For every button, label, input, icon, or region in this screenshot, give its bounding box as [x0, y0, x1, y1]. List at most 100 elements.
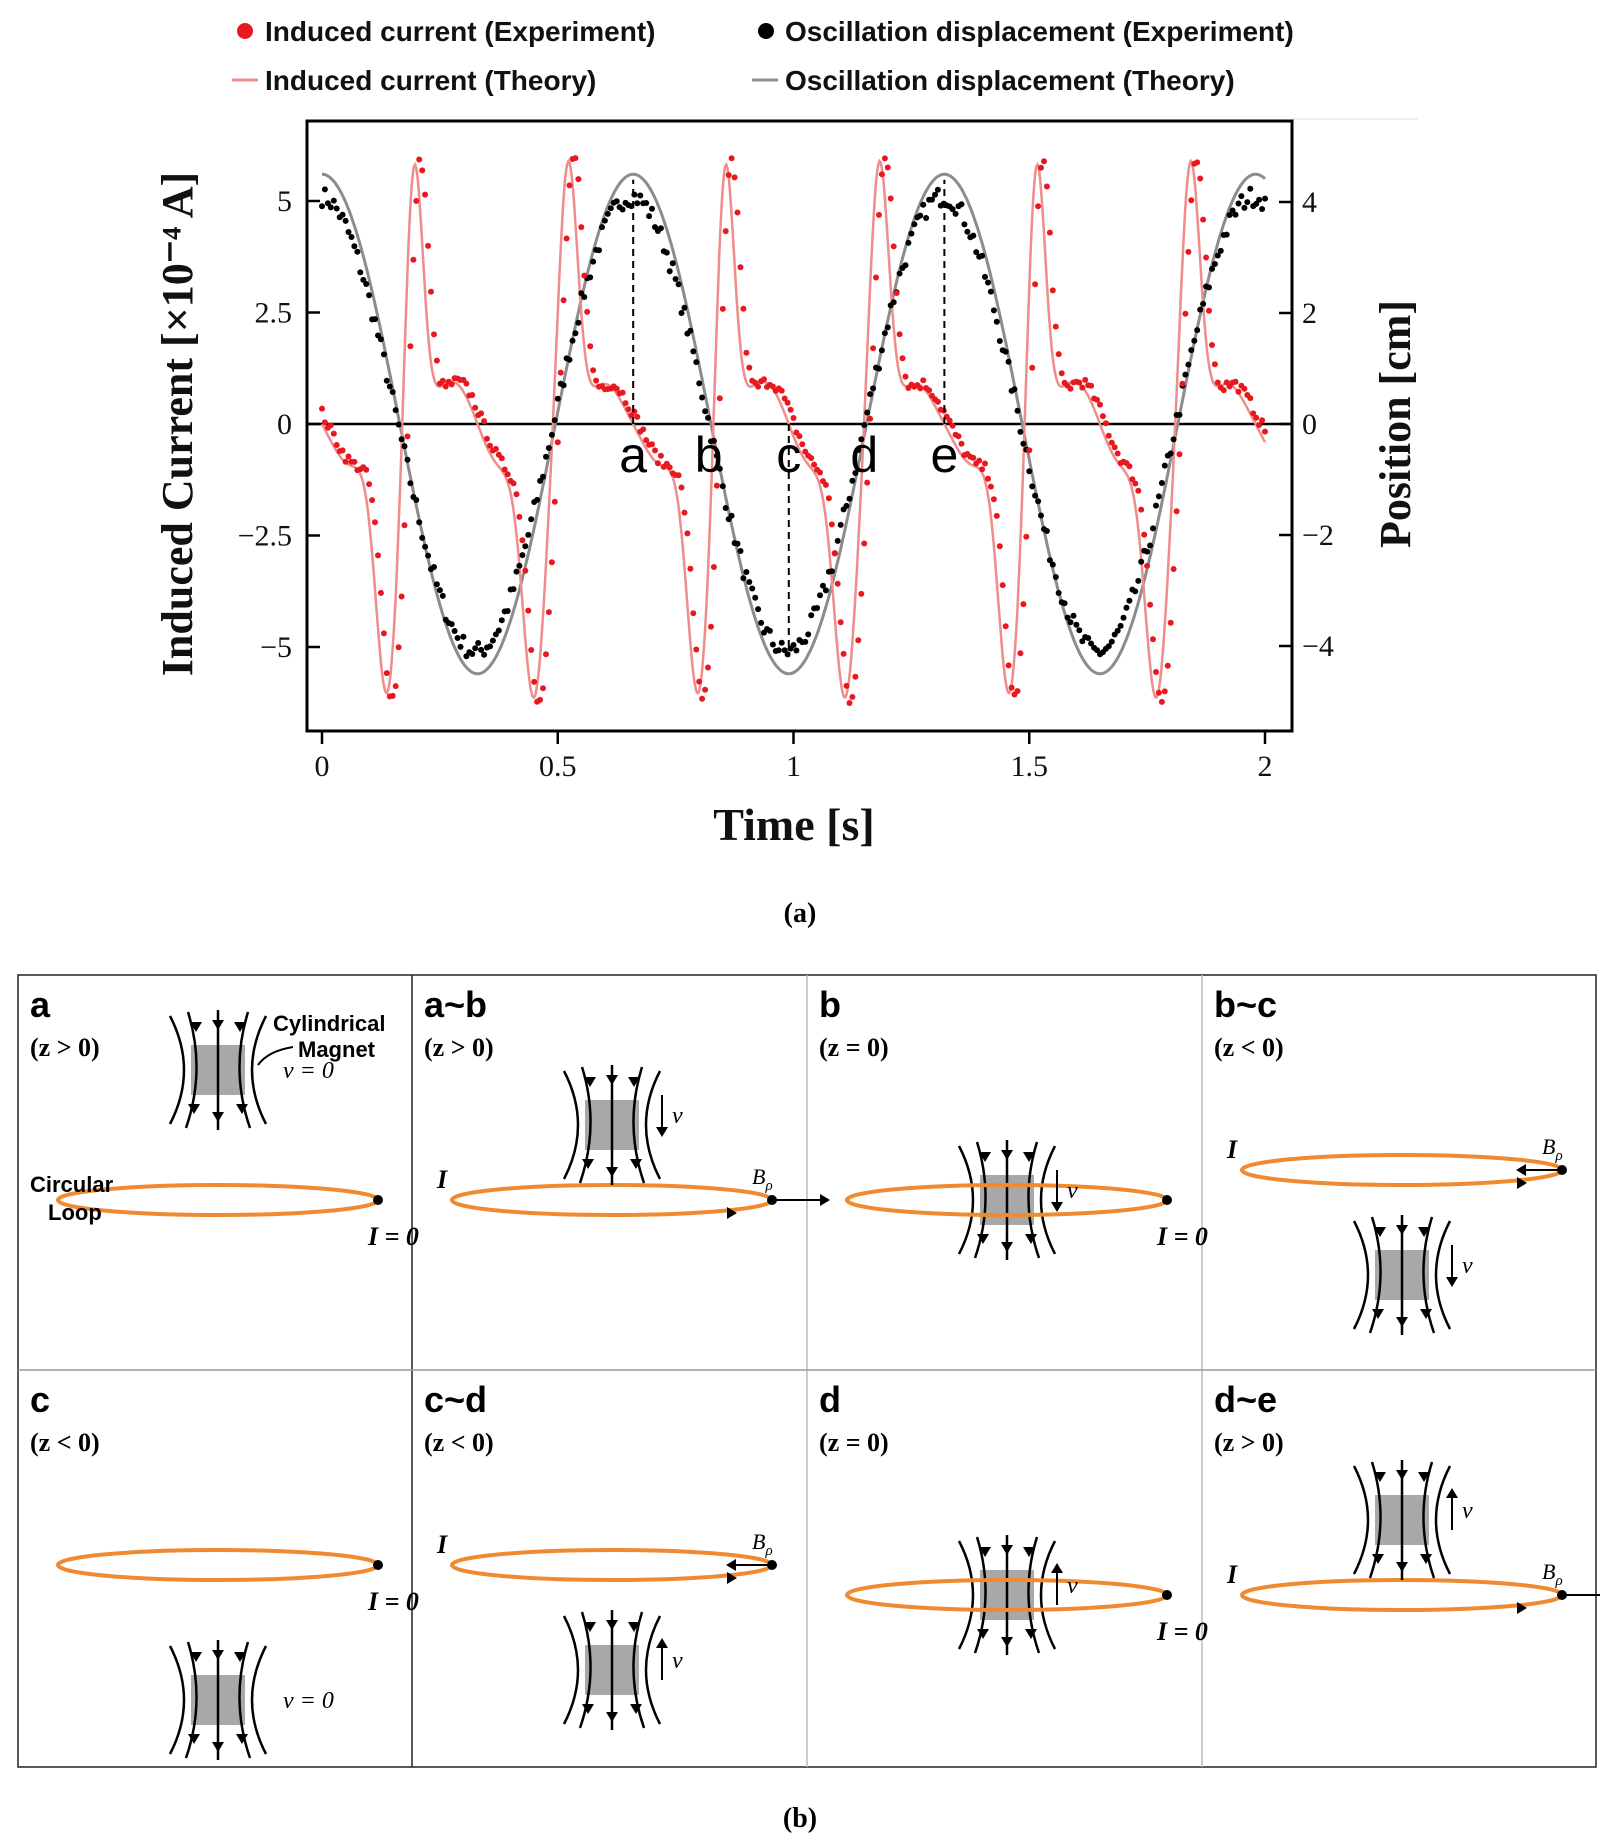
point-current-exp	[1203, 254, 1210, 261]
field-line	[1434, 1465, 1452, 1575]
point-displacement-exp	[1209, 265, 1215, 272]
point-current-exp	[678, 484, 685, 491]
point-displacement-exp	[834, 537, 841, 544]
panel-a-b: a~b (z > 0) v I Bρ	[424, 984, 830, 1219]
point-displacement-exp	[1094, 647, 1100, 654]
point-current-exp	[383, 670, 390, 677]
point-current-exp	[1076, 379, 1083, 386]
point-displacement-exp	[613, 198, 620, 205]
current-label: I	[436, 1530, 448, 1559]
point-displacement-exp	[1214, 252, 1221, 259]
point-current-exp	[572, 155, 579, 162]
point-displacement-exp	[1117, 622, 1124, 629]
point-current-exp	[1043, 183, 1050, 190]
point-current-exp	[920, 377, 927, 384]
point-current-exp	[1055, 351, 1062, 358]
field-arrow	[236, 1104, 248, 1114]
loop-point	[373, 1195, 383, 1205]
point-displacement-exp	[534, 496, 541, 503]
current-label: I = 0	[1156, 1222, 1208, 1251]
point-current-exp	[581, 272, 588, 279]
point-current-exp	[369, 497, 376, 504]
point-current-exp	[498, 455, 505, 462]
field-arrow	[1025, 1629, 1037, 1639]
point-current-exp	[1232, 378, 1239, 385]
point-current-exp	[1029, 364, 1036, 371]
point-displacement-exp	[1038, 512, 1044, 519]
point-displacement-exp	[878, 347, 885, 354]
point-current-exp	[985, 475, 991, 482]
point-displacement-exp	[867, 391, 874, 398]
marker-label-c: c	[776, 427, 801, 483]
point-current-exp	[946, 417, 953, 424]
point-displacement-exp	[422, 543, 429, 550]
point-displacement-exp	[363, 281, 370, 287]
point-displacement-exp	[734, 540, 741, 547]
loop-label: Loop	[48, 1200, 102, 1225]
point-displacement-exp	[766, 627, 773, 634]
point-current-exp	[481, 418, 488, 425]
point-current-exp	[1247, 395, 1254, 402]
point-displacement-exp	[737, 548, 744, 554]
velocity-arrowhead	[1446, 1488, 1458, 1498]
field-arrow	[582, 1704, 594, 1714]
field-arrow	[1001, 1637, 1013, 1647]
point-current-exp	[1079, 384, 1086, 391]
field-line	[957, 1540, 975, 1650]
point-current-exp	[377, 589, 384, 596]
point-displacement-exp	[743, 569, 750, 575]
point-current-exp	[1041, 158, 1047, 165]
point-displacement-exp	[516, 562, 523, 569]
point-displacement-exp	[1235, 200, 1242, 207]
radial-field-arrowhead	[820, 1194, 830, 1206]
field-line	[1027, 1141, 1041, 1259]
y-right-tick-label: 2	[1302, 297, 1317, 330]
point-current-exp	[372, 519, 378, 526]
point-current-exp	[784, 399, 791, 406]
point-displacement-exp	[431, 564, 437, 570]
point-displacement-exp	[487, 643, 493, 650]
point-current-exp	[1132, 480, 1139, 487]
field-arrow	[1001, 1242, 1013, 1252]
point-displacement-exp	[817, 592, 823, 599]
point-current-exp	[687, 565, 694, 572]
cylindrical-magnet	[1352, 1460, 1452, 1580]
point-displacement-exp	[1061, 600, 1068, 607]
point-current-exp	[955, 433, 962, 440]
panel-title: c	[30, 1379, 50, 1420]
field-line	[168, 1645, 186, 1755]
point-displacement-exp	[949, 206, 956, 213]
point-displacement-exp	[993, 318, 1000, 325]
point-displacement-exp	[669, 260, 676, 267]
point-current-exp	[881, 155, 888, 162]
point-current-exp	[1182, 310, 1189, 317]
field-arrow	[212, 1650, 224, 1660]
point-current-exp	[613, 385, 620, 392]
point-current-exp	[734, 209, 741, 216]
panel-condition: (z = 0)	[819, 1428, 889, 1457]
point-displacement-exp	[1241, 204, 1248, 211]
field-arrow	[606, 1167, 618, 1177]
point-current-exp	[787, 406, 794, 413]
point-displacement-exp	[719, 483, 726, 490]
point-current-exp	[472, 404, 479, 411]
point-current-exp	[1211, 361, 1218, 368]
point-displacement-exp	[1049, 561, 1056, 568]
velocity-arrowhead	[656, 1127, 668, 1137]
point-displacement-exp	[905, 239, 912, 246]
velocity-arrowhead	[1051, 1563, 1063, 1573]
point-current-exp	[407, 343, 414, 350]
cylindrical-magnet	[168, 1640, 268, 1760]
point-current-exp	[1058, 370, 1065, 377]
field-line	[632, 1611, 646, 1729]
point-displacement-exp	[681, 304, 688, 311]
point-current-exp	[781, 395, 788, 402]
point-displacement-exp	[920, 201, 927, 208]
point-displacement-exp	[339, 211, 346, 218]
circular-loop	[1240, 1153, 1564, 1187]
point-displacement-exp	[716, 465, 723, 472]
point-current-exp	[528, 647, 535, 653]
point-current-exp	[728, 155, 735, 162]
point-displacement-exp	[439, 592, 446, 599]
point-displacement-exp	[601, 217, 608, 224]
